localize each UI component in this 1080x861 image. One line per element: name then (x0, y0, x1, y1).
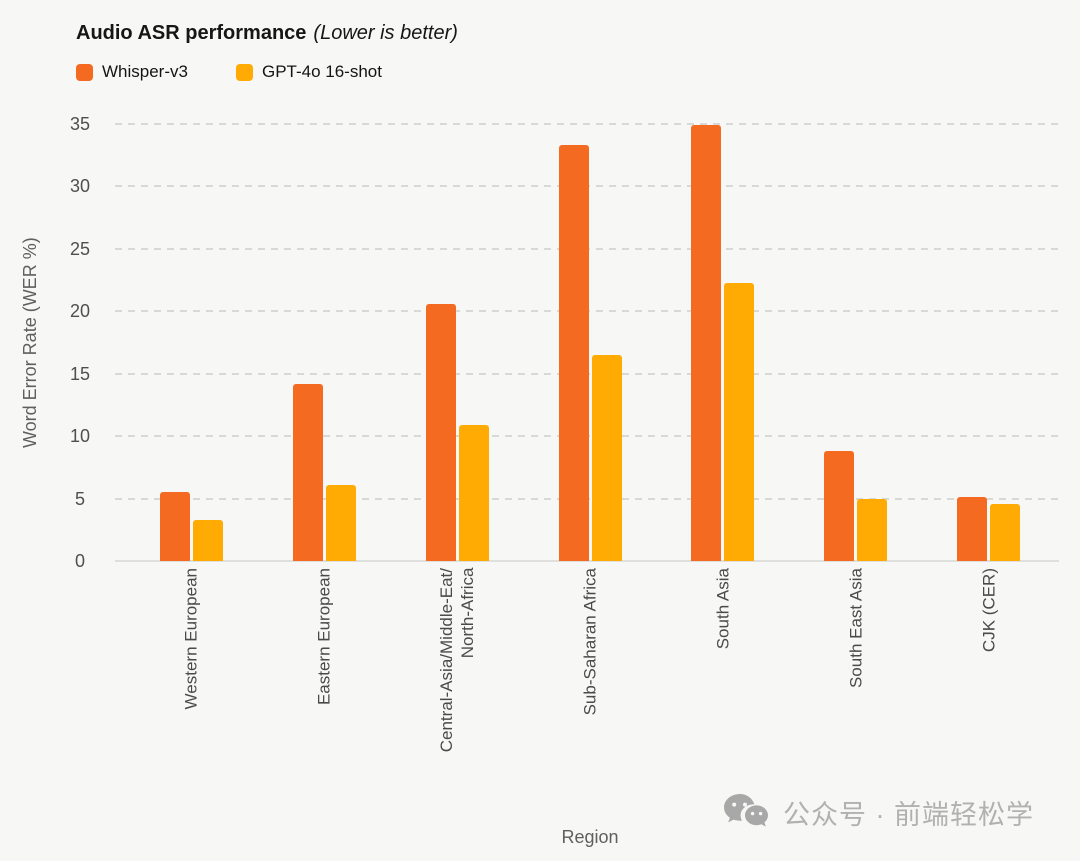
x-label-south-asia: South Asia (713, 568, 733, 650)
bar-gpt-4o-16-shot-western-european (192, 519, 223, 561)
bar-gpt-4o-16-shot-cjk-cer (990, 503, 1021, 561)
legend-item-gpt-4o-16-shot: GPT-4o 16-shot (235, 62, 382, 82)
bar-whisper-v3-sub-saharan-africa (558, 145, 589, 561)
plot-area (115, 123, 1059, 562)
y-tick-35: 35 (69, 114, 91, 134)
x-label-eastern-european: Eastern European (314, 568, 334, 706)
bar-whisper-v3-south-east-asia (824, 451, 855, 561)
bar-whisper-v3-western-european (159, 492, 190, 561)
y-tick-30: 30 (69, 176, 91, 197)
chart-title-note: (Lower is better) (313, 22, 458, 44)
x-label-sub-saharan-africa: Sub-Saharan Africa (580, 568, 600, 716)
x-label-south-east-asia: South East Asia (846, 568, 866, 689)
y-axis-title: Word Error Rate (WER %) (20, 237, 40, 448)
x-axis-line (115, 560, 1059, 562)
bar-gpt-4o-16-shot-sub-saharan-africa (591, 354, 622, 561)
x-label-central-asia-middle-eat-north-africa: Central-Asia/Middle-Eat/ North-Africa (437, 568, 478, 753)
bar-gpt-4o-16-shot-eastern-european (325, 484, 356, 561)
y-tick-5: 5 (74, 488, 85, 509)
y-tick-0: 0 (74, 551, 85, 571)
x-label-western-european: Western European (181, 568, 201, 710)
legend-swatch-whisper-v3 (76, 63, 93, 81)
bar-whisper-v3-central-asia-middle-eat-north-africa (425, 303, 456, 561)
wechat-icon (724, 794, 768, 827)
y-tick-20: 20 (69, 301, 91, 322)
bar-whisper-v3-eastern-european (292, 383, 323, 561)
bar-gpt-4o-16-shot-south-asia (724, 282, 755, 561)
gridline-35 (115, 123, 1059, 125)
bar-whisper-v3-cjk-cer (957, 497, 988, 561)
bar-whisper-v3-south-asia (691, 125, 722, 561)
legend-item-whisper-v3: Whisper-v3 (76, 62, 188, 82)
x-axis-labels: Western European Eastern European Central-… (125, 568, 1055, 808)
x-label-cjk-cer: CJK (CER) (979, 568, 999, 653)
x-axis-title: Region (561, 827, 619, 847)
legend-label-whisper-v3: Whisper-v3 (102, 62, 188, 81)
legend-label-gpt-4o-16-shot: GPT-4o 16-shot (261, 62, 382, 81)
y-tick-25: 25 (69, 238, 91, 259)
chart-title: Audio ASR performance (Lower is better) (76, 20, 458, 46)
chart-title-main: Audio ASR performance (76, 22, 307, 44)
legend-swatch-gpt-4o-16-shot (235, 63, 253, 81)
watermark: 公众号 · 前端轻松学 (722, 792, 1034, 832)
bar-gpt-4o-16-shot-central-asia-middle-eat-north-africa (458, 424, 489, 561)
bar-gpt-4o-16-shot-south-east-asia (857, 498, 888, 561)
watermark-text: 公众号 · 前端轻松学 (783, 799, 1034, 830)
y-tick-10: 10 (69, 426, 91, 447)
y-tick-15: 15 (69, 363, 91, 384)
legend: Whisper-v3 GPT-4o 16-shot (76, 62, 382, 82)
